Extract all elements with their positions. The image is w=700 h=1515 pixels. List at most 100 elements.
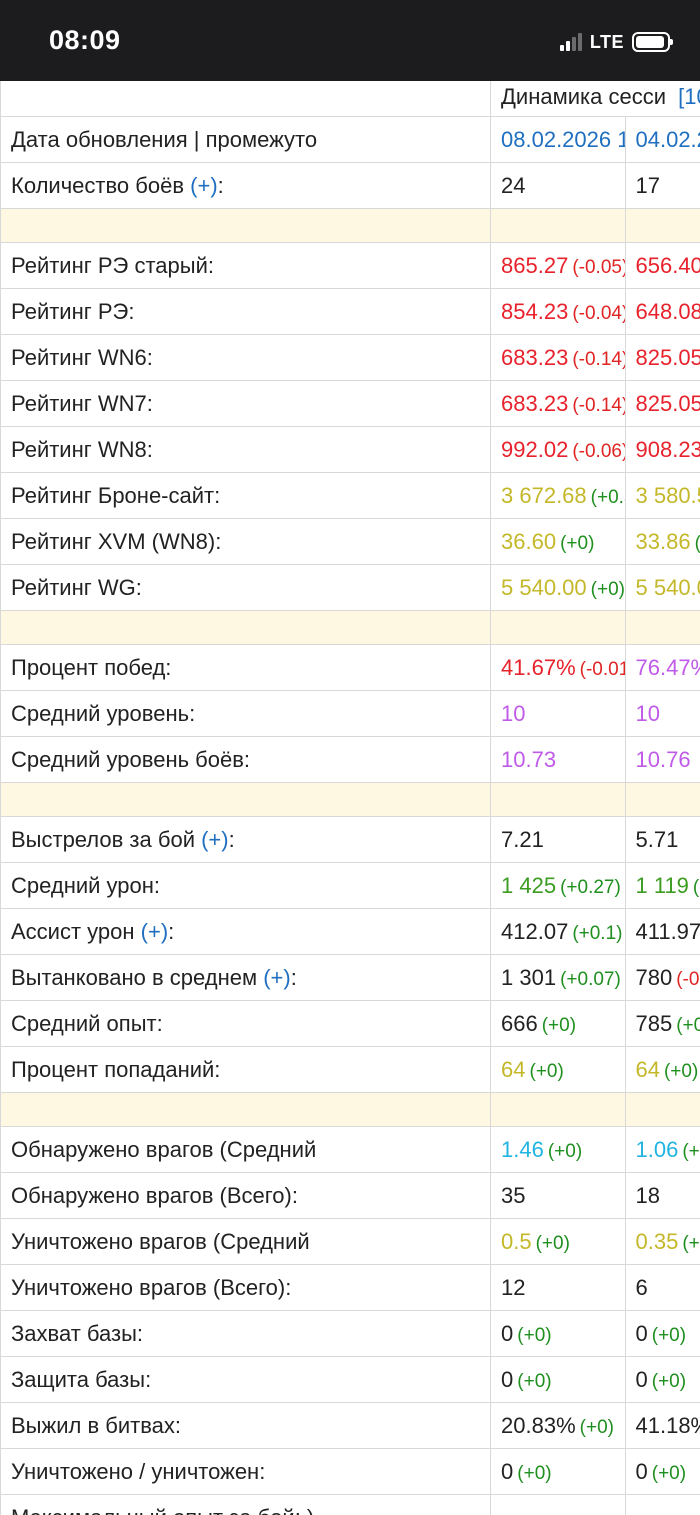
stat-delta: (+0.1) [572,922,623,944]
stat-delta: (+0) [517,1324,552,1346]
stat-delta: (+0) [651,1370,687,1392]
expand-plus-link[interactable]: (+) [190,172,218,198]
header-empty-cell [0,81,492,117]
stat-value: 24 [501,172,526,198]
prev-session-value-cell: 656.40(-0.1 [624,242,700,289]
table-row: Количество боёв (+): 24 17 [0,162,700,209]
stat-label-cell: Количество боёв (+): [0,162,492,209]
stat-value: 10.76 [635,746,691,772]
page-viewport[interactable]: Динамика сесси [1000 / 300 Дата обновлен… [0,81,700,1515]
network-type: LTE [589,31,624,52]
separator-cell [0,208,492,243]
stat-label-cell: Обнаружено врагов (Средний [0,1126,492,1173]
table-row: Максимальный опыт за бой: ) [0,1494,700,1515]
stat-value: 33.86 [635,528,691,554]
stat-delta: (+0) [676,1014,700,1036]
stat-label: Средний урон: [11,872,161,898]
session-value-cell: 20.83% (+0) [490,1402,626,1449]
stat-label: Ассист урон [11,918,141,944]
table-row: Средний опыт:666(+0)785(+0) [0,1000,700,1047]
stat-label: Рейтинг XVM (WN8): [11,528,222,554]
stat-value: 1 425 [501,872,557,898]
stat-label-cell: Средний уровень: [0,690,492,737]
stat-label: Вытанковано в среднем [11,964,264,990]
stat-delta: (+0) [560,532,595,554]
stat-label: Процент побед: [11,654,172,680]
stat-label-cell: Средний уровень боёв: [0,736,492,783]
stat-label: Выстрелов за бой [11,826,202,852]
signal-icon [559,33,582,51]
section-separator [0,208,700,243]
table-row: Процент побед: 41.67%(-0.01)76.47%(+0. [0,644,700,691]
stat-value: 0.5 [501,1228,532,1254]
session-value-cell: 12 [490,1264,626,1311]
stat-label-cell: Рейтинг WN6: [0,334,492,381]
session-value-cell: 1 301 (+0.07) [490,954,626,1001]
prev-session-value-cell: 41.18%(+0. [624,1402,700,1449]
session-header-row: Динамика сесси [1000 / 300 [0,81,700,117]
table-row: Дата обновления | промежуто 08.02.2026 15… [0,116,700,163]
stat-delta: (+0) [663,1060,699,1082]
session-range-link[interactable]: [1000 / 300 [678,84,700,109]
prev-session-value-cell: 0.35(+0) [624,1218,700,1265]
status-icons: LTE [559,30,673,54]
stat-label-cell: Средний урон: [0,862,492,909]
prev-session-value-cell: 785(+0) [624,1000,700,1047]
stat-delta: (+0) [547,1140,583,1162]
stat-delta: (-0.04) [572,302,625,324]
stat-label: Рейтинг Броне-сайт: [11,482,221,508]
stat-value: 41.67% [501,654,576,680]
expand-plus-link[interactable]: (+) [140,918,169,944]
table-row: Захват базы: 0 (+0) 0 (+0) [0,1310,700,1357]
stat-label-cell: Выжил в битвах: [0,1402,492,1449]
stat-label: Рейтинг РЭ: [11,298,135,324]
stat-value: 992.02 [501,436,569,462]
stat-label: Обнаружено врагов (Средний [11,1136,317,1162]
status-bar: 08:09 LTE [0,0,700,81]
stat-value: 10 [501,700,526,726]
stat-delta: (+0) [682,1232,700,1254]
table-row: Обнаружено врагов (Средний 1.46 (+0) 1.06 (+… [0,1126,700,1173]
stat-label: Количество боёв [11,172,191,198]
prev-session-value-cell: 33.86 (+0.02 [624,518,700,565]
stat-value: 20.83% [501,1412,576,1438]
separator-cell [0,610,492,645]
table-row: Уничтожено / уничтожен: 0 (+0) 0 (+0) [0,1448,700,1495]
prev-session-value-cell: 17 [624,162,700,209]
table-row: Уничтожено врагов (Всего): 12 6 [0,1264,700,1311]
stat-label: Уничтожено врагов (Средний [11,1228,310,1254]
stat-value: 412.07 [501,918,569,944]
session-value-cell: 3 672.68(+0.57) [490,472,626,519]
session-value-cell: 08.02.2026 15:57 [490,116,626,163]
stat-label: Дата обновления | промежуто [11,126,318,152]
stat-value: 785 [635,1010,673,1036]
session-value-cell: 24 [490,162,626,209]
stat-value: 1.46 [501,1136,544,1162]
stat-label-cell: Максимальный опыт за бой: ) [0,1494,492,1515]
stat-value: 0 [635,1366,648,1392]
stat-value: 683.23 [501,390,569,416]
stat-value: 17 [635,172,660,198]
table-row: Средний уровень боёв: 10.73 10.76 [0,736,700,783]
expand-plus-link[interactable]: (+) [263,964,291,990]
session-value-cell: 865.27 (-0.05) [490,242,626,289]
stat-label-cell: Процент попаданий: [0,1046,492,1093]
stat-value: 04.02.2026 [635,126,700,152]
separator-cell [490,1092,626,1127]
stat-value: 10 [635,700,660,726]
stat-delta: (+0.57) [590,486,624,508]
stat-value: 0.35 [635,1228,679,1254]
stat-value: 825.05 [635,344,700,370]
prev-session-value-cell: 3 580.51(+ [624,472,700,519]
session-header-cell: Динамика сесси [1000 / 300 [490,81,700,117]
stat-value: 656.40 [635,252,700,278]
stat-value: 41.18% [635,1412,700,1438]
separator-cell [624,782,700,817]
section-separator [0,782,700,817]
prev-session-value-cell: 411.97(-0.0 [624,908,700,955]
expand-plus-link[interactable]: (+) [201,826,229,852]
stat-value: 36.60 [501,528,557,554]
prev-session-value-cell: 0 (+0) [624,1356,700,1403]
stat-value: 64 [501,1056,526,1082]
table-row: Защита базы: 0 (+0) 0 (+0) [0,1356,700,1403]
